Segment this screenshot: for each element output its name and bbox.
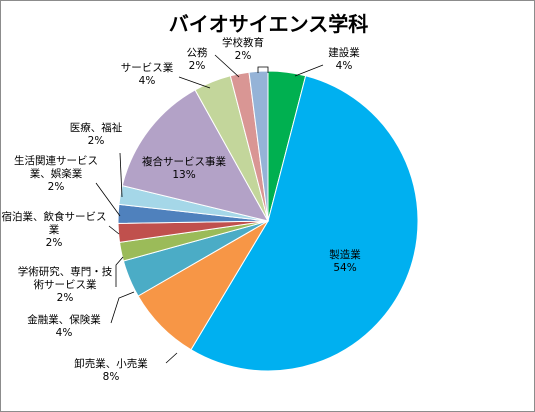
leader-line: [115, 256, 124, 287]
leader-line: [294, 64, 324, 77]
slice-data-label: 学術研究、専門・技術サービス業 2%: [18, 265, 113, 304]
slice-data-label: 公務 2%: [187, 46, 208, 72]
leader-line: [110, 291, 135, 324]
leader-line: [95, 182, 121, 217]
slice-data-label: 金融業、保険業 4%: [27, 313, 101, 339]
slice-data-label: 医療、福祉 2%: [70, 121, 123, 147]
slice-data-label: サービス業 4%: [121, 61, 174, 87]
leader-line: [178, 76, 211, 89]
leader-line: [108, 225, 120, 235]
leader-line: [257, 66, 269, 73]
slice-data-label: 卸売業、小売業 8%: [74, 357, 148, 383]
slice-data-label: 宿泊業、飲食サービス業 2%: [2, 210, 107, 249]
slice-data-label: 製造業 54%: [329, 248, 361, 274]
leader-line: [214, 54, 240, 78]
slice-data-label: 生活関連サービス業、娯楽業 2%: [14, 154, 98, 193]
slice-data-label: 建設業 4%: [328, 46, 360, 72]
slice-data-label: 複合サービス事業 13%: [142, 155, 226, 181]
slice-data-label: 学校教育 2%: [222, 36, 264, 62]
pie-slice: [190, 75, 419, 372]
chart-title: バイオサイエンス学科: [168, 12, 369, 36]
pie-slice: [121, 89, 269, 222]
leader-line: [119, 152, 123, 198]
leader-line: [165, 352, 178, 364]
